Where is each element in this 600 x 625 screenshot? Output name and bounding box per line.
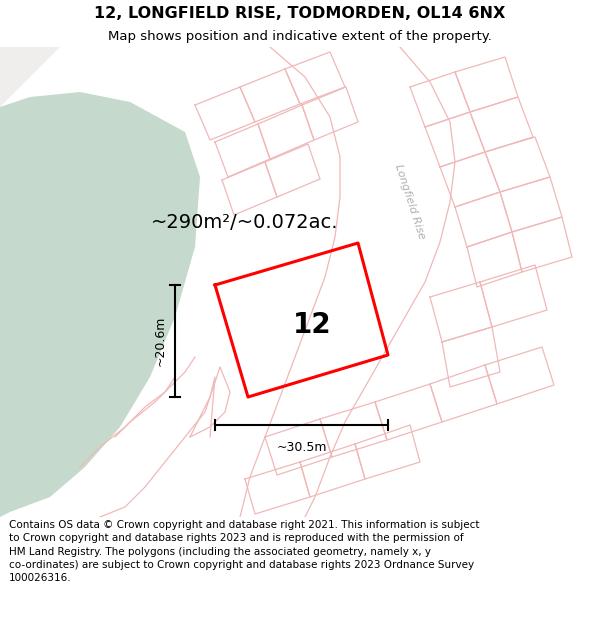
Text: ~290m²/~0.072ac.: ~290m²/~0.072ac. — [151, 213, 339, 231]
Text: Map shows position and indicative extent of the property.: Map shows position and indicative extent… — [108, 30, 492, 43]
Text: Longfield Rise: Longfield Rise — [393, 163, 427, 241]
Polygon shape — [0, 47, 60, 107]
Polygon shape — [0, 92, 200, 517]
Text: 12: 12 — [293, 311, 332, 339]
Text: ~20.6m: ~20.6m — [154, 316, 167, 366]
Text: 12, LONGFIELD RISE, TODMORDEN, OL14 6NX: 12, LONGFIELD RISE, TODMORDEN, OL14 6NX — [94, 6, 506, 21]
Text: ~30.5m: ~30.5m — [276, 441, 327, 454]
Text: Contains OS data © Crown copyright and database right 2021. This information is : Contains OS data © Crown copyright and d… — [9, 520, 479, 583]
